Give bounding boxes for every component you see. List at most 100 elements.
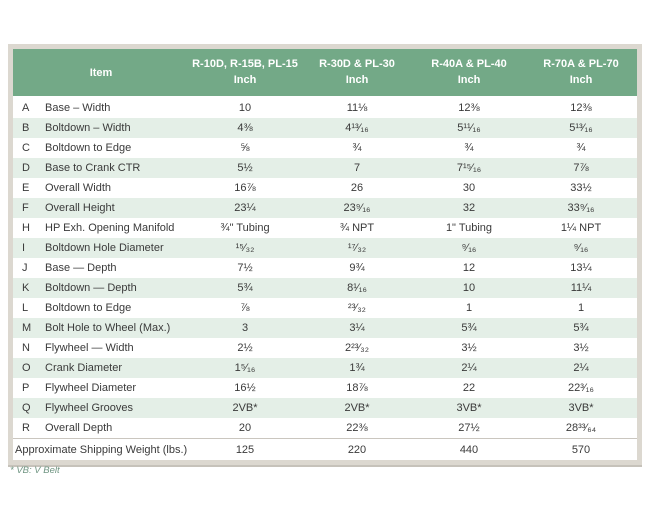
row-value: 16⅞ (234, 182, 256, 194)
row-value: 7 (353, 162, 361, 174)
row-value: ²³⁄₃₂ (348, 302, 366, 314)
model-name: R-10D, R-15B, PL-15 (192, 58, 298, 71)
table-row: B Boltdown – Width 4⅜ 4¹³⁄₁₆ 5¹¹⁄₁₆ 5¹³⁄… (13, 118, 637, 138)
row-value: 26 (350, 182, 364, 194)
table-row: K Boltdown — Depth 5¾ 8¹⁄₁₆ 10 11¼ (13, 278, 637, 298)
row-value: 18⅞ (346, 382, 368, 394)
row-value: 33½ (570, 182, 592, 194)
row-value: 2¼ (573, 362, 589, 374)
table-row: I Boltdown Hole Diameter ¹⁵⁄₃₂ ¹⁷⁄₃₂ ⁹⁄₁… (13, 238, 637, 258)
row-item-label: Flywheel Diameter (45, 382, 137, 394)
row-item-label: HP Exh. Opening Manifold (45, 222, 175, 234)
table-row: M Bolt Hole to Wheel (Max.) 3 3¼ 5¾ 5¾ (13, 318, 637, 338)
model-unit: Inch (345, 73, 369, 86)
column-header-model-4: R-70A & PL-70 Inch (525, 57, 637, 88)
row-value: 7½ (237, 262, 253, 274)
row-value: 5¾ (237, 282, 253, 294)
row-value: 1 (465, 302, 473, 314)
row-value: 3½ (573, 342, 589, 354)
row-value: 11¼ (570, 282, 592, 294)
row-value: 7¹⁵⁄₁₆ (456, 162, 482, 174)
model-unit: Inch (569, 73, 593, 86)
model-name: R-70A & PL-70 (543, 58, 619, 71)
column-header-model-3: R-40A & PL-40 Inch (413, 57, 525, 88)
row-value: 10 (238, 102, 252, 114)
row-value: ¾ (464, 142, 474, 154)
model-unit: Inch (233, 73, 257, 86)
row-value: 1¼ NPT (560, 222, 602, 234)
model-name: R-30D & PL-30 (319, 58, 395, 71)
row-value: 2VB* (344, 402, 370, 414)
row-value: 1⁵⁄₁₆ (234, 362, 256, 374)
shipping-weight-value: 440 (459, 443, 479, 456)
row-letter: I (22, 242, 26, 254)
row-item-label: Base — Depth (45, 262, 117, 274)
model-unit: Inch (457, 73, 481, 86)
row-letter: A (22, 102, 30, 114)
row-value: 5½ (237, 162, 253, 174)
row-value: ¾ (352, 142, 362, 154)
row-value: ⅞ (240, 302, 250, 314)
row-item-label: Boltdown to Edge (45, 142, 132, 154)
row-value: 1" Tubing (445, 222, 493, 234)
row-value: 5¹³⁄₁₆ (569, 122, 593, 134)
row-letter: E (22, 182, 30, 194)
row-letter: L (22, 302, 29, 314)
row-item-label: Overall Depth (45, 422, 113, 434)
row-value: 9¾ (349, 262, 365, 274)
row-letter: Q (22, 402, 31, 414)
table-row: D Base to Crank CTR 5½ 7 7¹⁵⁄₁₆ 7⅞ (13, 158, 637, 178)
shipping-weight-value: 125 (235, 443, 255, 456)
row-value: 11⅛ (346, 102, 368, 114)
table-body: A Base – Width 10 11⅛ 12⅜ 12⅜ B Boltdown… (13, 98, 637, 438)
row-letter: F (22, 202, 29, 214)
column-header-model-1: R-10D, R-15B, PL-15 Inch (189, 57, 301, 88)
row-value: 2½ (237, 342, 253, 354)
table-header-row: Item R-10D, R-15B, PL-15 Inch R-30D & PL… (13, 49, 637, 98)
row-value: 22 (462, 382, 476, 394)
row-value: 23⁹⁄₁₆ (343, 202, 371, 214)
row-value: 27½ (458, 422, 480, 434)
row-item-label: Boltdown to Edge (45, 302, 132, 314)
row-value: 33⁹⁄₁₆ (567, 202, 595, 214)
row-letter: H (22, 222, 30, 234)
row-value: 32 (462, 202, 476, 214)
row-value: 16½ (234, 382, 256, 394)
row-value: 12⅜ (570, 102, 592, 114)
row-letter: N (22, 342, 30, 354)
row-value: 28³³⁄₆₄ (565, 422, 597, 434)
row-value: 23¼ (234, 202, 256, 214)
column-header-model-2: R-30D & PL-30 Inch (301, 57, 413, 88)
row-value: 5¾ (461, 322, 477, 334)
row-value: ¹⁵⁄₃₂ (235, 242, 255, 254)
row-letter: B (22, 122, 30, 134)
row-value: 1 (577, 302, 585, 314)
table-row: P Flywheel Diameter 16½ 18⅞ 22 22³⁄₁₆ (13, 378, 637, 398)
row-letter: P (22, 382, 30, 394)
shipping-weight-label: Approximate Shipping Weight (lbs.) (15, 443, 188, 456)
row-value: 7⅞ (573, 162, 589, 174)
row-item-label: Boltdown Hole Diameter (45, 242, 164, 254)
row-value: ⁹⁄₁₆ (573, 242, 589, 254)
row-item-label: Base – Width (45, 102, 111, 114)
row-value: 3¼ (349, 322, 365, 334)
row-value: 2²³⁄₃₂ (344, 342, 370, 354)
row-item-label: Overall Height (45, 202, 115, 214)
row-letter: K (22, 282, 30, 294)
row-value: 2¼ (461, 362, 477, 374)
row-value: ¹⁷⁄₃₂ (347, 242, 367, 254)
row-item-label: Bolt Hole to Wheel (Max.) (45, 322, 171, 334)
table-row: E Overall Width 16⅞ 26 30 33½ (13, 178, 637, 198)
row-item-label: Flywheel Grooves (45, 402, 134, 414)
shipping-weight-value: 220 (347, 443, 367, 456)
row-value: 3½ (461, 342, 477, 354)
model-name: R-40A & PL-40 (431, 58, 507, 71)
table-row: A Base – Width 10 11⅛ 12⅜ 12⅜ (13, 98, 637, 118)
row-item-label: Boltdown — Depth (45, 282, 137, 294)
row-value: 30 (462, 182, 476, 194)
table-row: C Boltdown to Edge ⅝ ¾ ¾ ¾ (13, 138, 637, 158)
table-row: O Crank Diameter 1⁵⁄₁₆ 1¾ 2¼ 2¼ (13, 358, 637, 378)
row-letter: D (22, 162, 30, 174)
row-item-label: Boltdown – Width (45, 122, 131, 134)
row-letter: M (22, 322, 32, 334)
